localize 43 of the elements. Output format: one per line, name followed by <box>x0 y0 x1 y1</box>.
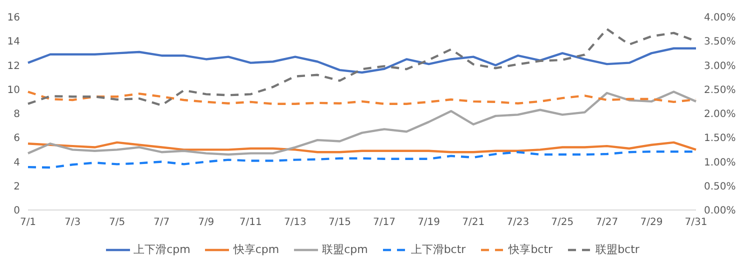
x-tick-label: 7/15 <box>328 217 351 228</box>
y-tick-label: 16 <box>7 12 20 24</box>
y2-tick-label: 3.50% <box>704 36 736 48</box>
y-tick-label: 12 <box>7 60 20 72</box>
x-tick-label: 7/27 <box>596 217 618 228</box>
x-tick-label: 7/31 <box>684 217 708 228</box>
line-series <box>26 90 698 156</box>
y2-tick-label: 2.00% <box>704 109 736 120</box>
x-tick-label: 7/17 <box>373 217 396 228</box>
legend-label: 快享bctr <box>508 242 553 257</box>
y-tick-label: 0 <box>14 206 20 217</box>
x-tick-label: 7/29 <box>640 217 663 228</box>
x-tick-label: 7/21 <box>462 217 485 228</box>
y-tick-label: 14 <box>7 36 20 48</box>
legend-label: 上下滑bctr <box>410 242 466 257</box>
x-tick-label: 7/19 <box>418 217 440 228</box>
y-tick-label: 6 <box>14 133 20 144</box>
x-tick-label: 7/11 <box>239 217 262 228</box>
y2-tick-label: 3.00% <box>704 60 736 72</box>
y2-tick-label: 0.50% <box>704 181 736 192</box>
legend-label: 联盟cpm <box>322 242 368 257</box>
line-series <box>26 141 698 154</box>
x-tick-label: 7/5 <box>109 217 126 228</box>
y2-tick-label: 0.00% <box>704 206 736 217</box>
line-series <box>26 47 698 74</box>
x-tick-label: 7/7 <box>154 217 170 228</box>
y2-tick-label: 1.00% <box>704 157 736 168</box>
x-tick-label: 7/13 <box>284 217 306 228</box>
y-tick-label: 8 <box>14 109 20 120</box>
x-tick-label: 7/23 <box>506 217 530 228</box>
y2-tick-label: 2.50% <box>704 84 736 96</box>
y2-tick-label: 4.00% <box>704 12 736 24</box>
y-tick-label: 4 <box>14 157 20 168</box>
x-tick-label: 7/1 <box>20 217 36 228</box>
y-tick-label: 10 <box>7 84 20 96</box>
x-tick-label: 7/9 <box>198 217 214 228</box>
legend-label: 快享cpm <box>233 242 280 257</box>
legend-label: 联盟bctr <box>596 242 640 257</box>
y2-tick-label: 1.50% <box>704 133 736 144</box>
legend-label: 上下滑cpm <box>134 242 190 257</box>
x-tick-label: 7/25 <box>551 217 574 228</box>
y-tick-label: 2 <box>14 181 20 192</box>
x-tick-label: 7/3 <box>64 217 81 228</box>
